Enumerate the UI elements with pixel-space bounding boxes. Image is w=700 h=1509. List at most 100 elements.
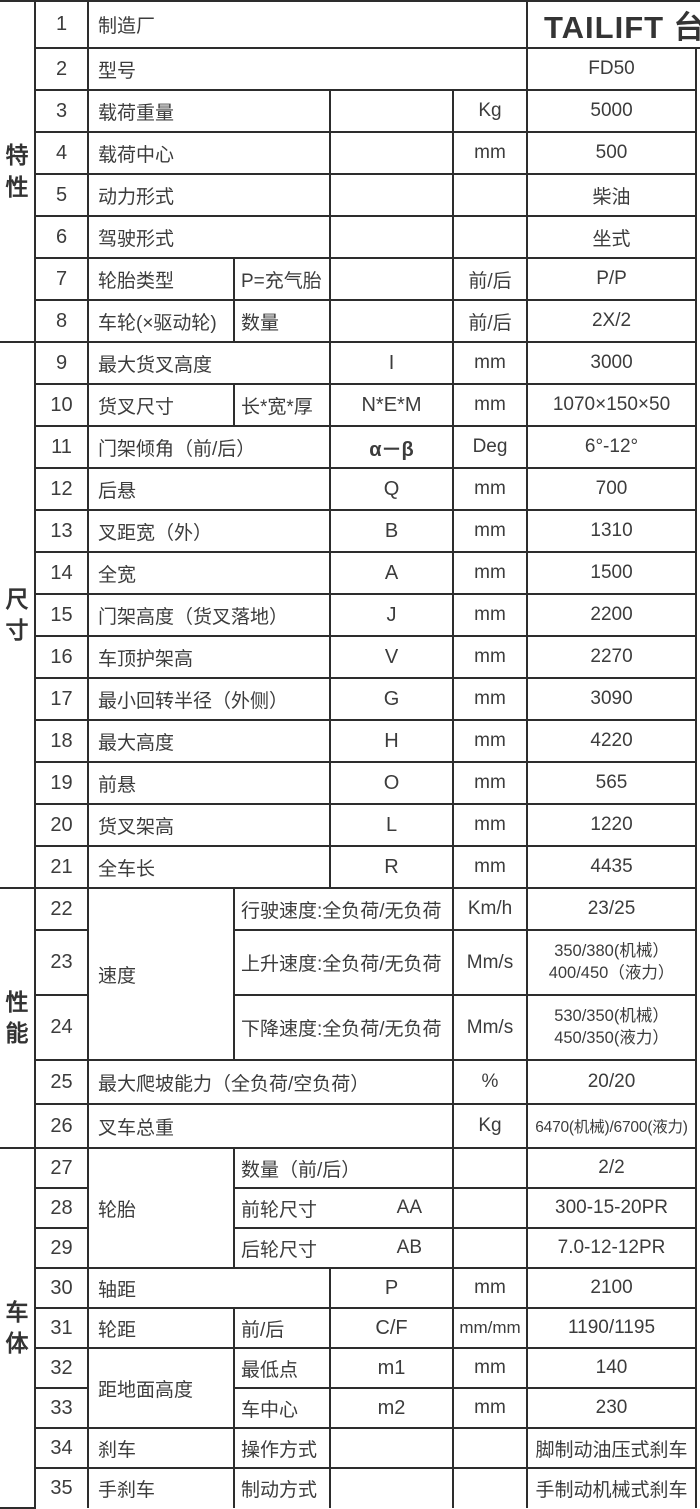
row-number: 12 <box>34 467 89 511</box>
table-row: 21 全车长 R mm 4435 <box>0 845 700 889</box>
param-unit: mm <box>451 803 529 847</box>
table-right-margin <box>695 888 700 930</box>
table-row: 性能 22 速度 行驶速度:全负荷/无负荷 Km/h 23/25 <box>0 887 700 1149</box>
table-right-margin <box>695 468 700 510</box>
param-symbol: α－β <box>329 425 454 469</box>
param-label: 车轮(×驱动轮) <box>87 299 235 343</box>
param-unit: mm <box>451 467 529 511</box>
table-right-margin <box>695 1348 700 1388</box>
table-right-margin <box>695 1060 700 1104</box>
param-symbol-empty <box>329 1427 454 1469</box>
param-sublabel: 操作方式 <box>233 1427 331 1469</box>
param-sublabel: 长*宽*厚 <box>233 383 331 427</box>
param-symbol: I <box>329 341 454 385</box>
table-row: 14 全宽 A mm 1500 <box>0 551 700 595</box>
param-sublabel-with-symbol: 前轮尺寸 AA <box>233 1187 454 1229</box>
param-symbol: P <box>329 1267 454 1309</box>
table-row: 7 轮胎类型 P=充气胎 前/后 P/P <box>0 257 700 301</box>
param-value: 350/380(机械） 400/450（液力） <box>526 929 698 996</box>
table-row: 33 车中心 m2 mm 230 <box>0 1387 700 1429</box>
value-line-1: 530/350(机械） <box>554 1006 669 1025</box>
param-sublabel: 车中心 <box>233 1387 331 1429</box>
param-symbol-empty <box>329 257 454 301</box>
param-symbol-empty <box>329 131 454 175</box>
table-row: 20 货叉架高 L mm 1220 <box>0 803 700 847</box>
param-sublabel: 后轮尺寸 <box>241 1239 318 1261</box>
row-number: 30 <box>34 1267 89 1309</box>
table-right-margin <box>695 300 700 342</box>
param-unit: mm <box>451 593 529 637</box>
row-number: 7 <box>34 257 89 301</box>
table-row: 30 轴距 P mm 2100 <box>0 1267 700 1309</box>
param-symbol-empty <box>329 215 454 259</box>
param-unit: 前/后 <box>451 257 529 301</box>
param-value: 2200 <box>526 593 698 637</box>
param-symbol-empty <box>329 89 454 133</box>
param-symbol: m2 <box>329 1387 454 1429</box>
table-right-margin <box>695 804 700 846</box>
row-number: 21 <box>34 845 89 889</box>
table-right-margin <box>695 762 700 804</box>
param-symbol: C/F <box>329 1307 454 1349</box>
param-unit: mm/mm <box>451 1307 529 1349</box>
row-number: 8 <box>34 299 89 343</box>
param-label: 全车长 <box>87 845 331 889</box>
param-label: 最大高度 <box>87 719 331 763</box>
row-number: 27 <box>34 1147 89 1189</box>
param-label: 刹车 <box>87 1427 235 1469</box>
param-label: 货叉尺寸 <box>87 383 235 427</box>
section-label-characteristics: 特性 <box>0 0 36 343</box>
table-row: 车体 27 轮胎 数量（前/后） 2/2 <box>0 1147 700 1509</box>
row-number: 18 <box>34 719 89 763</box>
param-sublabel: 最低点 <box>233 1347 331 1389</box>
table-row: 13 叉距宽（外） B mm 1310 <box>0 509 700 553</box>
table-right-margin <box>695 720 700 762</box>
param-symbol-empty <box>329 1467 454 1508</box>
param-label: 货叉架高 <box>87 803 331 847</box>
row-number: 25 <box>34 1059 89 1105</box>
table-row: 10 货叉尺寸 长*宽*厚 N*E*M mm 1070×150×50 <box>0 383 700 427</box>
param-unit: mm <box>451 341 529 385</box>
param-unit: Kg <box>451 89 529 133</box>
row-number: 19 <box>34 761 89 805</box>
param-value: 2100 <box>526 1267 698 1309</box>
param-symbol: AB <box>396 1237 422 1258</box>
param-value: 6°-12° <box>526 425 698 469</box>
param-unit-empty <box>451 173 529 217</box>
row-number: 22 <box>34 887 89 931</box>
param-symbol: B <box>329 509 454 553</box>
table-right-margin <box>695 90 700 132</box>
param-value: 柴油 <box>526 173 698 217</box>
param-label: 前悬 <box>87 761 331 805</box>
param-symbol: L <box>329 803 454 847</box>
param-unit: mm <box>451 1267 529 1309</box>
table-row: 5 动力形式 柴油 <box>0 173 700 217</box>
table-row: 尺寸 9 最大货叉高度 I mm 3000 <box>0 341 700 889</box>
param-unit-empty <box>451 1427 529 1469</box>
param-value: 140 <box>526 1347 698 1389</box>
param-label: 轴距 <box>87 1267 331 1309</box>
row-number: 31 <box>34 1307 89 1349</box>
table-right-margin <box>695 930 700 995</box>
param-symbol: O <box>329 761 454 805</box>
param-value: 1190/1195 <box>526 1307 698 1349</box>
row-number: 1 <box>34 0 89 49</box>
param-value: 2X/2 <box>526 299 698 343</box>
param-unit: mm <box>451 635 529 679</box>
table-row: 31 轮距 前/后 C/F mm/mm 1190/1195 <box>0 1307 700 1349</box>
param-unit: mm <box>451 1347 529 1389</box>
param-value: 7.0-12-12PR <box>526 1227 698 1269</box>
param-label: 轮距 <box>87 1307 235 1349</box>
param-label: 制造厂 <box>86 0 529 49</box>
row-number: 5 <box>34 173 89 217</box>
param-value: 230 <box>526 1387 698 1429</box>
table-right-margin <box>695 1428 700 1468</box>
param-value: 5000 <box>526 89 698 133</box>
table-right-margin <box>695 678 700 720</box>
param-value: 700 <box>526 467 698 511</box>
value-line-1: 350/380(机械） <box>554 941 669 960</box>
row-number: 26 <box>34 1103 89 1149</box>
param-label: 车顶护架高 <box>87 635 331 679</box>
param-value: 500 <box>526 131 698 175</box>
table-row: 29 后轮尺寸 AB 7.0-12-12PR <box>0 1227 700 1269</box>
